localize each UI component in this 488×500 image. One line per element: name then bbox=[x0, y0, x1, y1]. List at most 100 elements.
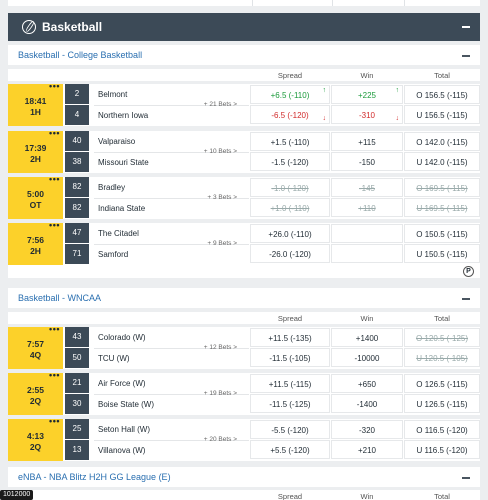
total-odds-over[interactable]: O 150.5 (-115) bbox=[404, 224, 480, 243]
total-odds-under[interactable]: U 142.0 (-115) bbox=[404, 152, 480, 171]
spread-header: Spread bbox=[277, 314, 303, 323]
clock-period: 2Q bbox=[29, 396, 42, 406]
more-dots-icon[interactable]: ••• bbox=[49, 220, 60, 230]
divider bbox=[94, 244, 249, 245]
more-bets-link[interactable]: + 3 Bets > bbox=[207, 194, 237, 201]
spread-odds-away[interactable]: -11.5 (-105) bbox=[250, 348, 330, 367]
column-headers: Spread Win Total bbox=[8, 68, 480, 81]
win-odds-away[interactable]: -10000 bbox=[331, 348, 403, 367]
more-dots-icon[interactable]: ••• bbox=[49, 370, 60, 380]
spread-odds-away[interactable]: -1.5 (-120) bbox=[250, 152, 330, 171]
clock-time: 17:39 bbox=[24, 143, 47, 153]
spread-odds-home[interactable]: +26.0 (-110) bbox=[250, 224, 330, 243]
more-bets-link[interactable]: + 21 Bets > bbox=[203, 101, 237, 108]
spread-odds-home[interactable]: +6.5 (-110) ↑ bbox=[250, 85, 330, 104]
game-clock: ••• 17:39 2H bbox=[8, 128, 63, 173]
win-odds-home[interactable]: +225 ↑ bbox=[331, 85, 403, 104]
away-score: 13 bbox=[65, 440, 89, 460]
win-odds-home[interactable]: +650 bbox=[331, 374, 403, 393]
league-name[interactable]: Basketball - WNCAA bbox=[18, 293, 102, 303]
minus-icon[interactable] bbox=[462, 55, 470, 57]
game-row[interactable]: ••• 7:57 4Q 43 50 Colorado (W) TCU (W) +… bbox=[8, 324, 480, 369]
p-circle-icon[interactable]: P bbox=[463, 266, 474, 277]
more-dots-icon[interactable]: ••• bbox=[49, 416, 60, 426]
more-bets-link[interactable]: + 9 Bets > bbox=[207, 240, 237, 247]
game-row[interactable]: ••• 7:56 2H 47 71 The Citadel Samford + … bbox=[8, 220, 480, 265]
total-odds-over[interactable]: O 116.5 (-120) bbox=[404, 420, 480, 439]
league-header[interactable]: Basketball - WNCAA bbox=[8, 288, 480, 308]
home-team: Valparaiso bbox=[98, 137, 136, 146]
game-row[interactable]: ••• 4:13 2Q 25 13 Seton Hall (W) Villano… bbox=[8, 416, 480, 461]
win-odds-home[interactable]: +1400 bbox=[331, 328, 403, 347]
league-name[interactable]: eNBA - NBA Blitz H2H GG League (E) bbox=[18, 472, 171, 482]
game-clock: ••• 7:56 2H bbox=[8, 220, 63, 265]
league-header[interactable]: eNBA - NBA Blitz H2H GG League (E) bbox=[8, 467, 480, 487]
home-score: 47 bbox=[65, 223, 89, 243]
total-header: Total bbox=[434, 314, 450, 323]
spread-odds-away[interactable]: -26.0 (-120) bbox=[250, 244, 330, 263]
total-header: Total bbox=[434, 71, 450, 80]
minus-icon[interactable] bbox=[462, 298, 470, 300]
minus-icon[interactable] bbox=[462, 477, 470, 479]
column-headers: Spread Win Total bbox=[8, 489, 480, 500]
total-header: Total bbox=[434, 492, 450, 500]
spread-odds-home: -1.0 (-120) bbox=[250, 178, 330, 197]
more-dots-icon[interactable]: ••• bbox=[49, 128, 60, 138]
total-odds-under: U 120.5 (-105) bbox=[404, 348, 480, 367]
total-odds-over: O 120.5 (-125) bbox=[404, 328, 480, 347]
win-odds-away[interactable]: -150 bbox=[331, 152, 403, 171]
divider bbox=[94, 440, 249, 441]
more-bets-link[interactable]: + 19 Bets > bbox=[203, 390, 237, 397]
divider bbox=[332, 0, 333, 6]
game-row[interactable]: ••• 18:41 1H 2 4 Belmont Northern Iowa +… bbox=[8, 81, 480, 126]
spread-odds-home[interactable]: +11.5 (-135) bbox=[250, 328, 330, 347]
sport-header[interactable]: Basketball bbox=[8, 13, 480, 41]
divider bbox=[252, 0, 253, 6]
win-odds-home[interactable] bbox=[331, 224, 403, 243]
win-odds-away[interactable]: +210 bbox=[331, 440, 403, 459]
more-bets-link[interactable]: + 10 Bets > bbox=[203, 148, 237, 155]
spread-odds-away[interactable]: +5.5 (-120) bbox=[250, 440, 330, 459]
divider bbox=[94, 152, 249, 153]
spread-odds-home[interactable]: +11.5 (-115) bbox=[250, 374, 330, 393]
more-dots-icon[interactable]: ••• bbox=[49, 81, 60, 91]
total-odds-over[interactable]: O 126.5 (-115) bbox=[404, 374, 480, 393]
home-team: Belmont bbox=[98, 90, 128, 99]
divider bbox=[94, 198, 249, 199]
total-odds-over[interactable]: O 156.5 (-115) bbox=[404, 85, 480, 104]
home-team: Colorado (W) bbox=[98, 333, 146, 342]
game-row[interactable]: ••• 2:55 2Q 21 30 Air Force (W) Boise St… bbox=[8, 370, 480, 415]
win-odds-away[interactable]: -310 ↓ bbox=[331, 105, 403, 124]
total-odds-under[interactable]: U 156.5 (-115) bbox=[404, 105, 480, 124]
win-odds-home[interactable]: +115 bbox=[331, 132, 403, 151]
win-odds-away[interactable]: -1400 bbox=[331, 394, 403, 413]
arrow-up-icon: ↑ bbox=[322, 87, 327, 94]
total-odds-over[interactable]: O 142.0 (-115) bbox=[404, 132, 480, 151]
win-odds-home[interactable]: -320 bbox=[331, 420, 403, 439]
spread-odds-home[interactable]: +1.5 (-110) bbox=[250, 132, 330, 151]
away-team: Indiana State bbox=[98, 204, 146, 213]
more-bets-link[interactable]: + 20 Bets > bbox=[203, 436, 237, 443]
spread-odds-away[interactable]: -11.5 (-125) bbox=[250, 394, 330, 413]
spread-header: Spread bbox=[277, 492, 303, 500]
league-name[interactable]: Basketball - College Basketball bbox=[18, 50, 143, 60]
divider bbox=[94, 394, 249, 395]
league-footer: P bbox=[8, 265, 480, 278]
game-row[interactable]: ••• 17:39 2H 40 38 Valparaiso Missouri S… bbox=[8, 128, 480, 173]
spread-odds-home[interactable]: -5.5 (-120) bbox=[250, 420, 330, 439]
win-odds-away[interactable] bbox=[331, 244, 403, 263]
spread-odds-away[interactable]: -6.5 (-120) ↓ bbox=[250, 105, 330, 124]
league-header[interactable]: Basketball - College Basketball bbox=[8, 45, 480, 65]
total-odds-under[interactable]: U 116.5 (-120) bbox=[404, 440, 480, 459]
more-bets-link[interactable]: + 12 Bets > bbox=[203, 344, 237, 351]
more-dots-icon[interactable]: ••• bbox=[49, 174, 60, 184]
total-odds-under[interactable]: U 150.5 (-115) bbox=[404, 244, 480, 263]
total-odds-under[interactable]: U 126.5 (-115) bbox=[404, 394, 480, 413]
minus-icon[interactable] bbox=[462, 26, 470, 28]
clock-period: OT bbox=[29, 200, 42, 210]
top-strip bbox=[8, 0, 480, 6]
win-odds-away: +110 bbox=[331, 198, 403, 217]
more-dots-icon[interactable]: ••• bbox=[49, 324, 60, 334]
game-row[interactable]: ••• 5:00 OT 82 82 Bradley Indiana State … bbox=[8, 174, 480, 219]
away-score: 71 bbox=[65, 244, 89, 264]
